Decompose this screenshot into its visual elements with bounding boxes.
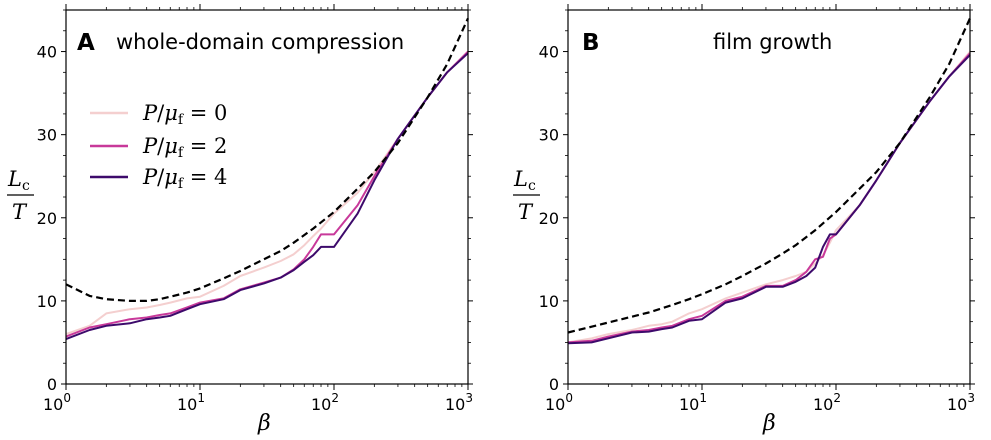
series-line-p1 — [567, 52, 971, 344]
plot-area-b — [567, 17, 972, 345]
y-axis-label-b: Lc T — [513, 167, 540, 224]
panel-letter-b: B — [582, 30, 600, 56]
axes-frame-b — [567, 9, 971, 385]
legend: P/μf = 0 P/μf = 2 P/μf = 4 — [90, 101, 227, 192]
panel-b: 0 10 20 30 40 100 101 102 103 B film growth Lc T… — [513, 4, 975, 436]
panel-title-a: whole-domain compression — [116, 30, 404, 54]
y-tick-label: 0 — [47, 375, 57, 394]
x-tick-label: 103 — [947, 391, 975, 414]
legend-value-2: 4 — [214, 165, 227, 189]
series-line-p0 — [567, 50, 971, 344]
y-tick-label: 20 — [539, 209, 559, 228]
y-tick-label: 40 — [37, 43, 57, 62]
y-tick-label: 20 — [37, 209, 57, 228]
x-tick-label: 100 — [43, 391, 71, 414]
panel-letter-a: A — [77, 30, 95, 56]
axes-frame-a — [65, 9, 469, 385]
plot-area-a — [65, 17, 470, 341]
y-tick-label: 40 — [539, 43, 559, 62]
svg-text:T: T — [518, 200, 534, 224]
legend-entry-0: P/μf = 0 — [90, 101, 227, 128]
x-tick-label: 100 — [545, 391, 573, 414]
x-axis-label-a: β — [257, 411, 271, 436]
x-axis-label-b: β — [762, 411, 776, 436]
panel-title-b: film growth — [713, 30, 832, 54]
x-tick-label: 103 — [445, 391, 473, 414]
series-line-p0 — [65, 50, 469, 336]
legend-entry-1: P/μf = 2 — [90, 134, 227, 161]
legend-label-2: P/μf = 4 — [142, 165, 227, 192]
y-tick-label: 0 — [549, 375, 559, 394]
legend-entry-2: P/μf = 4 — [90, 165, 227, 192]
legend-value-0: 0 — [214, 101, 227, 125]
series-line-p1 — [65, 50, 469, 338]
svg-text:Lc: Lc — [7, 167, 30, 194]
ticks-b: 0 10 20 30 40 100 101 102 103 — [539, 4, 975, 414]
y-tick-label: 30 — [37, 126, 57, 145]
x-tick-label: 102 — [311, 391, 339, 414]
series-line-p2 — [65, 52, 469, 341]
legend-label-1: P/μf = 2 — [142, 134, 227, 161]
y-axis-label-a: Lc T — [7, 167, 34, 224]
y-tick-label: 10 — [37, 292, 57, 311]
x-tick-label: 102 — [813, 391, 841, 414]
svg-text:Lc: Lc — [513, 167, 536, 194]
y-tick-label: 30 — [539, 126, 559, 145]
svg-text:T: T — [12, 200, 28, 224]
x-tick-label: 101 — [679, 391, 707, 414]
series-line-reference-dashed — [65, 17, 470, 302]
y-tick-label: 10 — [539, 292, 559, 311]
series-line-p2 — [567, 54, 971, 345]
legend-label-0: P/μf = 0 — [142, 101, 227, 128]
legend-value-1: 2 — [214, 134, 227, 158]
x-tick-label: 101 — [177, 391, 205, 414]
